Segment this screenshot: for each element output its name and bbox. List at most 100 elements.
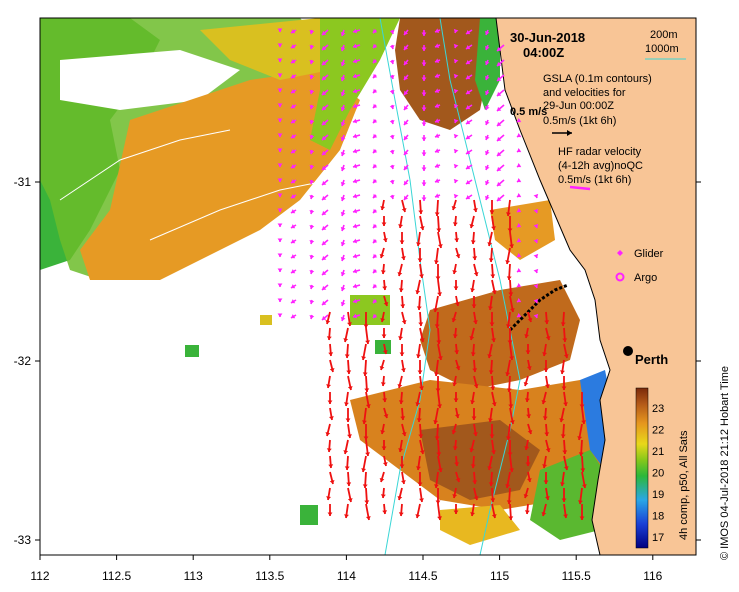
- hf-radar-arrow-head: [404, 60, 409, 65]
- sla-velocity-arrow-head: [490, 386, 496, 390]
- hf-radar-arrow-head: [353, 133, 358, 139]
- contour-legend-200: 200m: [650, 29, 678, 41]
- hf-radar-arrow-head: [277, 58, 283, 62]
- hf-radar-arrow-head: [466, 150, 471, 155]
- hf-radar-arrow-head: [340, 316, 346, 321]
- hf-radar-arrow-head: [353, 73, 358, 79]
- sla-velocity-arrow-head: [380, 382, 386, 386]
- hf-radar-arrow-head: [453, 118, 459, 123]
- hf-radar-arrow-head: [435, 193, 440, 198]
- hf-radar-arrow-head: [497, 61, 502, 66]
- sla-velocity-arrow-head: [347, 434, 352, 438]
- hf-radar-arrow-head: [277, 283, 283, 287]
- hf-radar-arrow-head: [291, 164, 296, 169]
- hf-radar-arrow-head: [277, 313, 283, 317]
- sst-speck-5: [350, 295, 390, 325]
- hf-radar-arrow-head: [291, 149, 296, 154]
- hf-radar-arrow-head: [517, 193, 522, 198]
- sla-velocity-arrow-head: [399, 240, 405, 244]
- sla-velocity-arrow-head: [329, 368, 335, 372]
- hf-radar-arrow-head: [353, 43, 358, 49]
- sla-velocity-arrow-head: [526, 414, 532, 418]
- sla-velocity-arrow-head: [473, 384, 479, 388]
- hf-radar-arrow-head: [291, 134, 296, 139]
- hf-radar-arrow-head: [404, 195, 409, 200]
- sla-velocity-arrow-head: [542, 416, 548, 420]
- hf-radar-arrow-head: [373, 43, 378, 48]
- y-tick-label: -33: [14, 533, 32, 547]
- hf-radar-arrow-head: [340, 196, 346, 201]
- hf-radar-arrow-head: [466, 105, 471, 110]
- hf-radar-arrow-head: [389, 60, 395, 64]
- sla-velocity-arrow-head: [453, 510, 459, 514]
- sla-velocity-arrow-head: [398, 224, 403, 228]
- hf-radar-arrow-head: [277, 178, 283, 182]
- colorbar-ticks: 23 22 21 20 19 18 17: [652, 403, 664, 544]
- sla-velocity-arrow-head: [382, 286, 388, 290]
- hf-radar-arrow-head: [533, 193, 539, 198]
- map-time: 04:00Z: [523, 45, 564, 60]
- sla-velocity-arrow-head: [380, 430, 386, 434]
- sla-velocity-arrow-head: [325, 320, 331, 324]
- sla-velocity-arrow-head: [361, 468, 367, 472]
- sla-velocity-arrow-head: [435, 388, 441, 392]
- hf-radar-arrow-head: [466, 30, 471, 35]
- x-tick-label: 115: [490, 569, 509, 583]
- hf-radar-arrow-head: [373, 193, 378, 198]
- hf-radar-arrow-head: [340, 76, 346, 81]
- hf-radar-arrow-head: [353, 178, 358, 184]
- sla-velocity-arrow-head: [325, 432, 331, 436]
- sla-velocity-arrow-head: [525, 462, 531, 466]
- sla-velocity-arrow-head: [561, 498, 567, 502]
- sla-velocity-arrow-head: [381, 222, 387, 226]
- sla-velocity-arrow-head: [452, 222, 458, 226]
- hf-radar-arrow-head: [309, 30, 315, 34]
- sla-velocity-arrow-head: [488, 482, 494, 486]
- sla-velocity-arrow-head: [506, 324, 511, 328]
- hf-radar-arrow-head: [485, 150, 490, 155]
- hf-radar-arrow-head: [353, 223, 358, 229]
- hf-radar-arrow-head: [533, 313, 539, 318]
- hf-radar-arrow-head: [353, 253, 358, 259]
- sla-velocity-arrow-head: [507, 228, 513, 232]
- y-tick-label: -32: [14, 354, 32, 368]
- sla-velocity-arrow-head: [543, 480, 549, 484]
- hf-radar-arrow-head: [340, 286, 346, 291]
- sla-velocity-arrow-head: [471, 304, 477, 308]
- hf-radar-arrow-head: [485, 180, 490, 185]
- hf-radar-arrow-head: [497, 76, 502, 81]
- sla-velocity-arrow-head: [326, 448, 332, 452]
- hf-radar-arrow-head: [340, 301, 346, 306]
- hf-radar-arrow-head: [309, 195, 315, 199]
- sla-velocity-arrow-head: [383, 413, 389, 418]
- hf-radar-arrow-head: [309, 45, 315, 49]
- hf-radar-arrow-head: [322, 195, 327, 200]
- hf-radar-arrow-head: [485, 165, 490, 170]
- hf-radar-arrow-head: [291, 194, 296, 199]
- sla-velocity-arrow-head: [380, 318, 386, 322]
- sla-velocity-arrow-head: [489, 434, 495, 438]
- hf-radar-arrow-head: [466, 60, 471, 65]
- hf-radar-arrow-head: [497, 136, 502, 141]
- x-tick-label: 112: [30, 569, 49, 583]
- hf-radar-arrow-head: [340, 241, 346, 246]
- hf-radar-arrow-head: [466, 45, 471, 50]
- hf-radar-arrow-head: [322, 120, 327, 125]
- sla-velocity-arrow-head: [415, 402, 421, 406]
- sla-velocity-arrow-head: [488, 370, 494, 374]
- hf-radar-arrow-head: [309, 135, 315, 139]
- sla-velocity-arrow-head: [562, 450, 568, 454]
- sla-velocity-arrow-head: [419, 226, 425, 230]
- hf-radar-arrow-head: [404, 30, 409, 35]
- hf-radar-arrow-head: [291, 29, 296, 34]
- sla-velocity-arrow-head: [418, 210, 424, 214]
- sla-velocity-arrow-head: [328, 352, 334, 356]
- sla-velocity-arrow-head: [505, 260, 511, 264]
- hf-radar-arrow-head: [322, 165, 327, 170]
- sla-velocity-arrow-head: [401, 480, 406, 484]
- sla-velocity-arrow-head: [416, 418, 422, 422]
- sla-velocity-arrow-head: [434, 484, 439, 488]
- hf-radar-arrow-head: [322, 150, 327, 155]
- sla-velocity-arrow-head: [382, 350, 388, 354]
- hf-radar-arrow-head: [497, 166, 502, 171]
